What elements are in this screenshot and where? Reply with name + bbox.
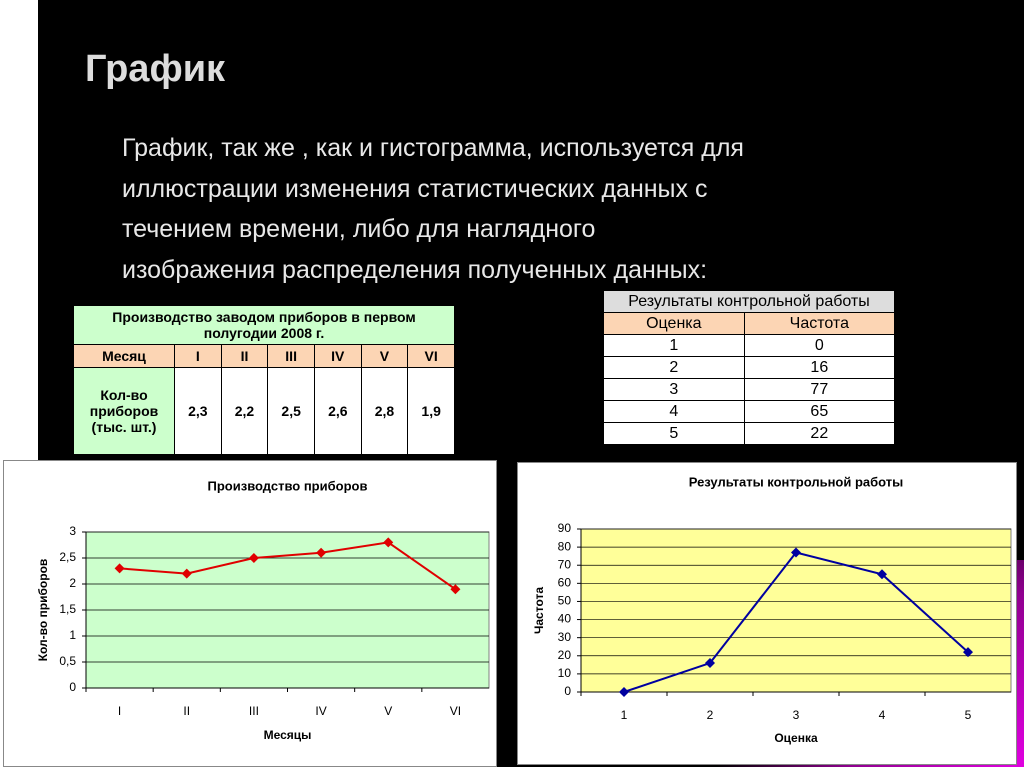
x-tick-label: V — [384, 704, 392, 718]
header-cell: IV — [313, 344, 362, 368]
body-line: иллюстрации изменения статистических дан… — [122, 174, 708, 203]
y-tick-label: 2 — [69, 576, 76, 590]
data-point — [877, 569, 887, 580]
data-cell: 2,6 — [313, 367, 362, 455]
header-cell: VI — [407, 344, 455, 368]
title-row: Производство заводом приборов в первом п… — [73, 305, 455, 345]
y-axis-label: Кол-во приборов — [36, 559, 50, 662]
x-tick-label: 4 — [879, 708, 886, 722]
y-tick-label: 1 — [69, 628, 76, 642]
header-row: Оценка Частота — [603, 312, 896, 335]
y-axis-label: Частота — [532, 587, 546, 634]
x-tick-label: IV — [315, 704, 326, 718]
x-tick-label: 3 — [793, 708, 800, 722]
data-cell: 1,9 — [407, 367, 455, 455]
header-row: Месяц I II III IV V VI — [73, 344, 455, 368]
data-cell: 5 — [603, 422, 745, 445]
header-cell: Частота — [743, 312, 896, 335]
body-line: изображения распределения полученных дан… — [122, 255, 708, 284]
table-title: Результаты контрольной работы — [603, 290, 895, 313]
y-tick-label: 0,5 — [59, 654, 76, 668]
data-cell: 2,2 — [220, 367, 269, 455]
data-cell: 16 — [743, 356, 896, 379]
y-tick-label: 3 — [69, 524, 76, 538]
production-table: Производство заводом приборов в первом п… — [73, 305, 455, 455]
data-point — [114, 563, 125, 574]
y-tick-label: 2,5 — [59, 550, 76, 564]
slide-title: График — [85, 48, 226, 90]
chart-title: Результаты контрольной работы — [689, 474, 904, 489]
y-tick-label: 80 — [558, 539, 572, 553]
chart-production: Производство приборов Месяцы Кол-во прибор… — [3, 460, 497, 767]
data-cell: 22 — [743, 422, 896, 445]
y-tick-label: 20 — [558, 648, 572, 662]
title-row: Результаты контрольной работы — [603, 290, 895, 313]
x-tick-label: I — [118, 704, 121, 718]
x-tick-label: 5 — [965, 708, 972, 722]
results-table: Результаты контрольной работы Оценка Часто… — [603, 290, 896, 445]
data-cell: 1 — [603, 334, 745, 357]
data-row: 2 16 — [603, 356, 896, 379]
data-cell: 77 — [743, 378, 896, 401]
y-tick-label: 70 — [558, 557, 572, 571]
x-tick-label: 2 — [707, 708, 714, 722]
x-tick-label: III — [249, 704, 259, 718]
x-axis-label: Оценка — [774, 731, 818, 745]
data-cell: 2,5 — [267, 367, 315, 455]
header-cell: Оценка — [603, 312, 745, 335]
y-tick-label: 0 — [564, 684, 571, 698]
data-point — [248, 553, 259, 563]
data-point — [383, 537, 394, 548]
x-tick-label: VI — [450, 704, 461, 718]
data-cell: 2 — [603, 356, 745, 379]
table-title: Производство заводом приборов в первом п… — [73, 305, 455, 345]
data-point — [619, 687, 629, 697]
y-tick-label: 40 — [558, 612, 572, 626]
header-cell: V — [360, 344, 409, 368]
data-row: 3 77 — [603, 378, 896, 401]
data-cell: 65 — [743, 400, 896, 423]
data-point — [450, 584, 461, 595]
chart-results: Результаты контрольной работы Оценка Часто… — [517, 462, 1017, 765]
body-line: График, так же , как и гистограмма, испо… — [122, 134, 744, 162]
data-point — [316, 547, 327, 558]
header-cell: I — [174, 344, 222, 368]
chart-title: Производство приборов — [208, 478, 368, 493]
slide-body: График, так же , как и гистограмма, испо… — [122, 128, 744, 290]
body-line: течением времени, либо для наглядного — [122, 215, 596, 243]
data-row: 5 22 — [603, 422, 896, 445]
data-row: Кол-во приборов (тыс. шт.) 2,3 2,2 2,5 2,6 2,… — [73, 367, 455, 455]
data-line — [119, 541, 456, 591]
data-cell: 4 — [603, 400, 745, 423]
data-point — [705, 658, 715, 669]
header-cell: II — [220, 344, 269, 368]
y-tick-label: 1,5 — [59, 602, 76, 616]
data-cell: 2,3 — [174, 367, 222, 455]
data-cell: 0 — [743, 334, 896, 357]
x-tick-label: 1 — [621, 708, 628, 722]
data-cell: 2,8 — [360, 367, 409, 455]
data-cell: Кол-во приборов (тыс. шт.) — [73, 367, 175, 455]
x-axis-label: Месяцы — [264, 728, 312, 742]
y-tick-label: 30 — [558, 630, 572, 644]
y-tick-label: 10 — [558, 666, 572, 680]
header-cell: Месяц — [73, 344, 175, 368]
y-tick-label: 60 — [558, 576, 572, 590]
data-cell: 3 — [603, 378, 745, 401]
data-point — [963, 647, 973, 658]
data-point — [181, 568, 192, 579]
data-point — [791, 547, 801, 558]
y-tick-label: 90 — [558, 521, 572, 535]
data-row: 4 65 — [603, 400, 896, 423]
x-tick-label: II — [183, 704, 190, 718]
y-tick-label: 50 — [558, 594, 572, 608]
y-tick-label: 0 — [69, 680, 76, 694]
header-cell: III — [267, 344, 315, 368]
